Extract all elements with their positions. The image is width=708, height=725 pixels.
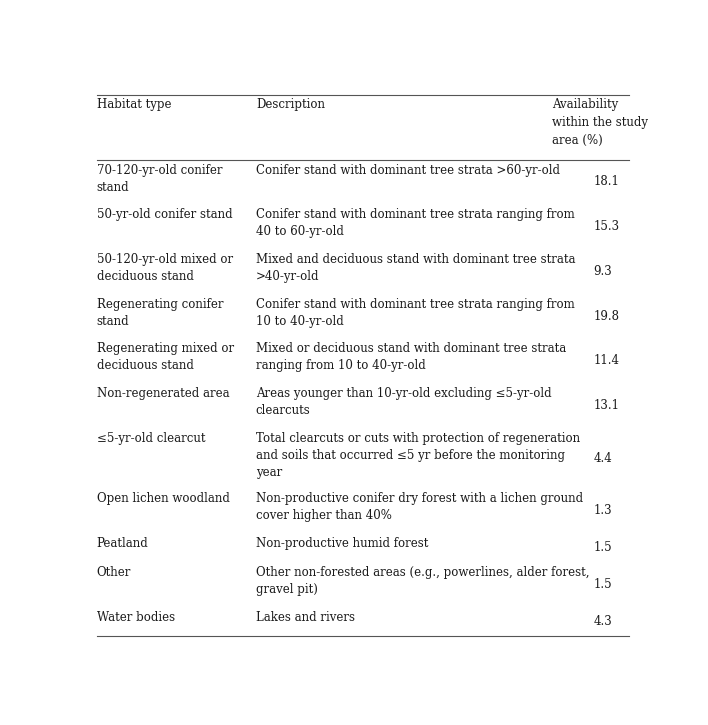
Text: Peatland: Peatland xyxy=(97,537,149,550)
Text: 70-120-yr-old conifer
stand: 70-120-yr-old conifer stand xyxy=(97,164,222,194)
Text: 1.3: 1.3 xyxy=(593,504,612,517)
Text: Regenerating mixed or
deciduous stand: Regenerating mixed or deciduous stand xyxy=(97,342,234,373)
Text: Mixed or deciduous stand with dominant tree strata
ranging from 10 to 40-yr-old: Mixed or deciduous stand with dominant t… xyxy=(256,342,566,373)
Text: Availability
within the study
area (%): Availability within the study area (%) xyxy=(552,98,648,146)
Text: Mixed and deciduous stand with dominant tree strata
>40-yr-old: Mixed and deciduous stand with dominant … xyxy=(256,253,576,283)
Text: 50-120-yr-old mixed or
deciduous stand: 50-120-yr-old mixed or deciduous stand xyxy=(97,253,233,283)
Text: Open lichen woodland: Open lichen woodland xyxy=(97,492,229,505)
Text: Conifer stand with dominant tree strata ranging from
40 to 60-yr-old: Conifer stand with dominant tree strata … xyxy=(256,208,575,239)
Text: Other: Other xyxy=(97,566,131,579)
Text: Lakes and rivers: Lakes and rivers xyxy=(256,610,355,624)
Text: Other non-forested areas (e.g., powerlines, alder forest,
gravel pit): Other non-forested areas (e.g., powerlin… xyxy=(256,566,589,596)
Text: Non-productive humid forest: Non-productive humid forest xyxy=(256,537,428,550)
Text: Description: Description xyxy=(256,98,325,111)
Text: 9.3: 9.3 xyxy=(593,265,612,278)
Text: Water bodies: Water bodies xyxy=(97,610,175,624)
Text: 4.4: 4.4 xyxy=(593,452,612,465)
Text: Habitat type: Habitat type xyxy=(97,98,171,111)
Text: Non-productive conifer dry forest with a lichen ground
cover higher than 40%: Non-productive conifer dry forest with a… xyxy=(256,492,583,522)
Text: Conifer stand with dominant tree strata >60-yr-old: Conifer stand with dominant tree strata … xyxy=(256,164,560,177)
Text: 18.1: 18.1 xyxy=(593,175,620,188)
Text: 13.1: 13.1 xyxy=(593,399,620,412)
Text: 4.3: 4.3 xyxy=(593,615,612,628)
Text: 1.5: 1.5 xyxy=(593,578,612,591)
Text: 11.4: 11.4 xyxy=(593,355,620,368)
Text: 1.5: 1.5 xyxy=(593,541,612,554)
Text: 19.8: 19.8 xyxy=(593,310,620,323)
Text: Total clearcuts or cuts with protection of regeneration
and soils that occurred : Total clearcuts or cuts with protection … xyxy=(256,432,580,479)
Text: ≤5-yr-old clearcut: ≤5-yr-old clearcut xyxy=(97,432,205,445)
Text: Non-regenerated area: Non-regenerated area xyxy=(97,387,229,400)
Text: Conifer stand with dominant tree strata ranging from
10 to 40-yr-old: Conifer stand with dominant tree strata … xyxy=(256,298,575,328)
Text: 50-yr-old conifer stand: 50-yr-old conifer stand xyxy=(97,208,232,221)
Text: Regenerating conifer
stand: Regenerating conifer stand xyxy=(97,298,223,328)
Text: 15.3: 15.3 xyxy=(593,220,620,233)
Text: Areas younger than 10-yr-old excluding ≤5-yr-old
clearcuts: Areas younger than 10-yr-old excluding ≤… xyxy=(256,387,552,417)
